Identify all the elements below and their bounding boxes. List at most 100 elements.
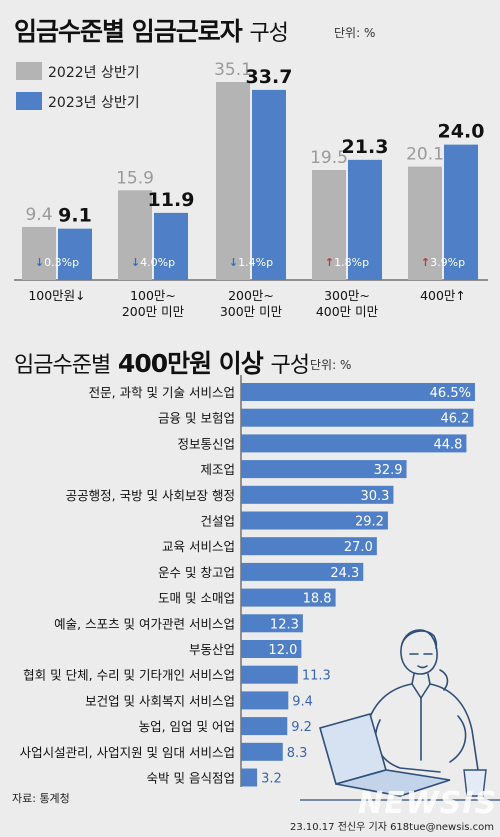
hbar-value-7: 24.3 [330, 566, 359, 581]
hbar-value-12: 9.4 [292, 694, 313, 709]
hbar-value-6: 27.0 [344, 540, 373, 555]
value-label-2022-3: 19.5 [310, 148, 348, 168]
hbar-value-13: 9.2 [291, 720, 312, 735]
value-label-2022-4: 20.1 [406, 145, 444, 165]
hbar-value-14: 8.3 [287, 746, 308, 761]
bar-2022-0 [22, 226, 56, 280]
hbar-12 [241, 691, 289, 710]
bottom-title-light-2: 구성 [270, 353, 310, 378]
hbar-category-5: 건설업 [200, 514, 235, 529]
hbar-category-3: 제조업 [200, 462, 235, 477]
arrow-down-icon: ↓ [131, 256, 140, 269]
hbar-category-14: 사업시설관리, 사업지원 및 임대 서비스업 [20, 745, 235, 760]
bottom-title-light-1: 임금수준별 [14, 353, 111, 378]
hbar-9 [241, 614, 303, 633]
hbar-category-15: 숙박 및 음식점업 [147, 771, 235, 786]
value-label-2022-2: 35.1 [214, 60, 252, 80]
hbar-category-8: 도매 및 소매업 [158, 591, 235, 606]
hbar-category-7: 운수 및 창고업 [158, 565, 235, 580]
bottom-title: 임금수준별 400만원 이상 구성 [14, 344, 310, 380]
horizontal-bar-chart: 전문, 과학 및 기술 서비스업 46.5% 금융 및 보험업 46.2 정보통신업 44… [20, 375, 475, 787]
top-title-bold: 임금수준별 임금근로자 [14, 17, 243, 46]
hbar-category-11: 협회 및 단체, 수리 및 기타개인 서비스업 [23, 668, 235, 683]
value-label-2023-4: 24.0 [438, 121, 485, 143]
bar-2022-4 [408, 166, 442, 280]
top-title: 임금수준별 임금근로자 구성 [14, 12, 289, 48]
hbar-value-2: 44.8 [433, 437, 462, 452]
value-label-2022-1: 15.9 [116, 168, 154, 188]
category-label-3-1: 400만 미만 [316, 304, 379, 319]
hbar-0 [241, 383, 475, 401]
hbar-category-10: 부동산업 [189, 642, 235, 657]
hbar-14 [241, 742, 283, 761]
hbar-category-6: 교육 서비스업 [162, 539, 235, 554]
arrow-down-icon: ↓ [35, 256, 44, 269]
hbar-category-2: 정보통신업 [177, 436, 235, 451]
bar-2022-2 [216, 82, 250, 280]
category-label-2-1: 300만 미만 [220, 304, 283, 319]
bar-2023-4 [444, 144, 478, 280]
value-label-2023-2: 33.7 [246, 66, 293, 88]
bottom-title-bold: 400만원 이상 [117, 349, 264, 378]
hbar-value-3: 32.9 [374, 463, 403, 478]
hbar-8 [241, 588, 336, 607]
bar-2023-2 [252, 89, 286, 281]
hbar-category-12: 보건업 및 사회복지 서비스업 [85, 693, 235, 708]
change-value: 4.0%p [140, 256, 175, 269]
hbar-value-15: 3.2 [261, 772, 282, 787]
bar-2023-0 [58, 228, 92, 280]
hbar-category-9: 예술, 스포츠 및 여가관련 서비스업 [54, 616, 235, 631]
change-badge-0: ↓0.3%p [35, 256, 79, 269]
arrow-up-icon: ↑ [421, 256, 430, 269]
category-label-2-0: 200만~ [228, 288, 274, 303]
legend-label-2023: 2023년 상반기 [48, 95, 140, 111]
category-label-1-1: 200만 미만 [122, 304, 185, 319]
change-value: 1.4%p [238, 256, 273, 269]
bottom-unit: 단위: % [310, 358, 352, 372]
legend-swatch-2023 [16, 92, 42, 110]
hbar-value-9: 12.3 [270, 617, 299, 632]
hbar-value-4: 30.3 [361, 489, 390, 504]
hbar-6 [241, 537, 377, 556]
hbar-15 [241, 768, 258, 787]
hbar-13 [241, 717, 288, 736]
change-value: 3.9%p [430, 256, 465, 269]
hbar-7 [241, 562, 364, 581]
vertical-bar-chart: 9.4 9.1↓0.3%p100만원↓15.911.9↓4.0%p100만~200… [14, 60, 488, 319]
credit-text: 23.10.17 전신우 기자 618tue@newsis.com [290, 822, 494, 833]
hbar-value-8: 18.8 [303, 592, 332, 607]
newsis-watermark: NEWSIS [358, 786, 498, 821]
hbar-4 [241, 485, 394, 504]
bar-2023-1 [154, 212, 188, 280]
legend-label-2022: 2022년 상반기 [48, 65, 140, 81]
hbar-1 [241, 408, 474, 427]
value-label-2022-0: 9.4 [25, 205, 52, 225]
top-unit: 단위: % [334, 26, 376, 40]
hbar-value-1: 46.2 [441, 412, 470, 427]
hbar-3 [241, 460, 407, 479]
change-badge-4: ↑3.9%p [421, 256, 465, 269]
change-badge-1: ↓4.0%p [131, 256, 175, 269]
change-value: 1.8%p [334, 256, 369, 269]
arrow-down-icon: ↓ [229, 256, 238, 269]
hbar-value-10: 12.0 [268, 643, 297, 658]
change-value: 0.3%p [44, 256, 79, 269]
hbar-value-11: 11.3 [302, 669, 331, 684]
value-label-2023-0: 9.1 [58, 205, 92, 227]
category-label-1-0: 100만~ [130, 288, 176, 303]
hbar-category-1: 금융 및 보험업 [158, 411, 235, 426]
change-badge-3: ↑1.8%p [325, 256, 369, 269]
hbar-5 [241, 511, 388, 530]
hbar-value-0: 46.5% [430, 386, 471, 401]
category-label-4-0: 400만↑ [420, 288, 466, 303]
bar-2023-3 [348, 159, 382, 280]
category-label-0-0: 100만원↓ [28, 288, 85, 303]
hbar-category-13: 농업, 임업 및 어업 [139, 719, 235, 734]
hbar-10 [241, 640, 302, 658]
category-label-3-0: 300만~ [324, 288, 370, 303]
hbar-category-4: 공공행정, 국방 및 사회보장 행정 [66, 488, 235, 503]
bar-2022-3 [312, 170, 346, 280]
hbar-category-0: 전문, 과학 및 기술 서비스업 [89, 385, 235, 400]
hbar-11 [241, 665, 298, 684]
arrow-up-icon: ↑ [325, 256, 334, 269]
